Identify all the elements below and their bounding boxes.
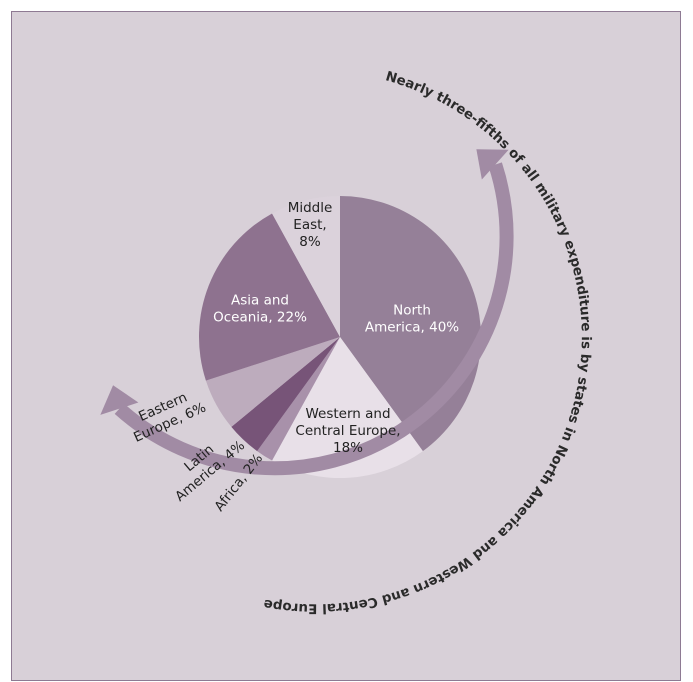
- slice-label-line: Middle: [288, 200, 333, 216]
- slice-label-line: 8%: [299, 234, 321, 250]
- slice-label-line: Asia and: [231, 293, 289, 309]
- slice-label-line: North: [393, 303, 431, 319]
- slice-label-line: 18%: [333, 440, 363, 456]
- slice-label-line: Central Europe,: [295, 423, 400, 439]
- slice-label-line: America, 40%: [365, 320, 459, 336]
- slice-label-line: East,: [293, 217, 326, 233]
- slice-label-line: Western and: [305, 406, 390, 422]
- slice-label-line: Oceania, 22%: [213, 310, 307, 326]
